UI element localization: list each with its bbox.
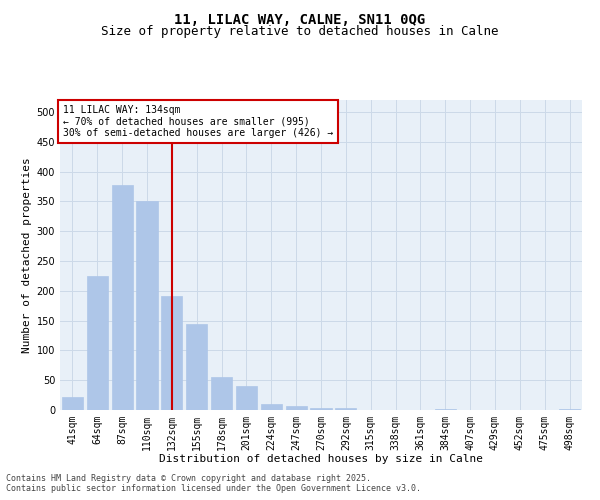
Text: 11 LILAC WAY: 134sqm
← 70% of detached houses are smaller (995)
30% of semi-deta: 11 LILAC WAY: 134sqm ← 70% of detached h… — [62, 104, 333, 138]
Bar — [310, 408, 332, 410]
Bar — [335, 408, 356, 410]
Text: Contains public sector information licensed under the Open Government Licence v3: Contains public sector information licen… — [6, 484, 421, 493]
Bar — [161, 296, 182, 410]
Y-axis label: Number of detached properties: Number of detached properties — [22, 157, 32, 353]
Bar — [261, 404, 282, 410]
Bar — [87, 276, 108, 410]
Bar — [286, 406, 307, 410]
Text: 11, LILAC WAY, CALNE, SN11 0QG: 11, LILAC WAY, CALNE, SN11 0QG — [175, 12, 425, 26]
Bar — [62, 397, 83, 410]
Text: Contains HM Land Registry data © Crown copyright and database right 2025.: Contains HM Land Registry data © Crown c… — [6, 474, 371, 483]
Bar — [112, 184, 133, 410]
X-axis label: Distribution of detached houses by size in Calne: Distribution of detached houses by size … — [159, 454, 483, 464]
Bar — [186, 324, 207, 410]
Bar — [136, 202, 158, 410]
Text: Size of property relative to detached houses in Calne: Size of property relative to detached ho… — [101, 25, 499, 38]
Bar — [236, 386, 257, 410]
Bar — [211, 377, 232, 410]
Bar — [559, 409, 580, 410]
